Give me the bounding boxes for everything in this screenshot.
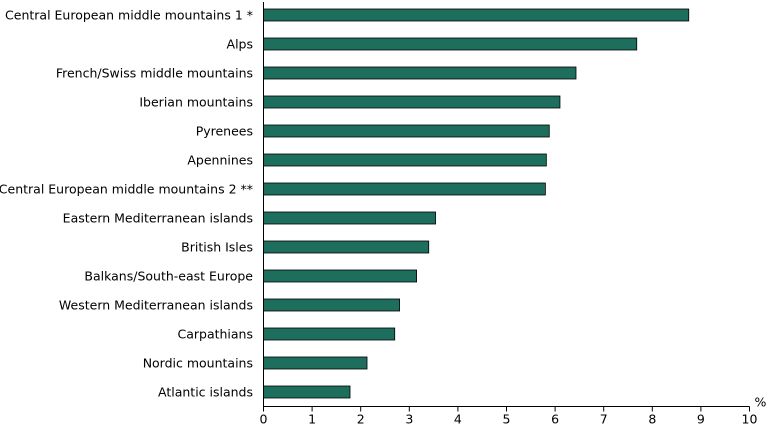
category-label: Carpathians [177, 327, 253, 342]
x-tick-label: 7 [600, 412, 608, 424]
bar [263, 298, 400, 312]
x-tick-label: 0 [260, 412, 268, 424]
category-label: Central European middle mountains 1 * [5, 8, 253, 23]
bar [263, 37, 638, 51]
x-tick-label: 5 [503, 412, 511, 424]
bar [263, 153, 547, 167]
x-tick-label: 1 [308, 412, 316, 424]
bar [263, 182, 546, 196]
category-label: British Isles [181, 240, 253, 255]
x-tick-label: 10 [742, 412, 758, 424]
category-label: Iberian mountains [139, 95, 253, 110]
category-label: Eastern Mediterranean islands [63, 211, 253, 226]
bar [263, 95, 561, 109]
x-tick-label: 2 [357, 412, 365, 424]
category-label: Nordic mountains [143, 356, 253, 371]
bar [263, 211, 436, 225]
category-label: Pyrenees [196, 124, 253, 139]
category-label: Alps [227, 37, 253, 52]
category-label: Central European middle mountains 2 ** [0, 182, 253, 197]
bar [263, 66, 577, 80]
x-tick-label: 3 [405, 412, 413, 424]
x-tick-label: 4 [454, 412, 462, 424]
bar [263, 124, 550, 138]
category-label: Western Mediterranean islands [59, 298, 253, 313]
bar [263, 8, 690, 22]
bar [263, 356, 368, 370]
bar [263, 327, 396, 341]
x-unit-label: % [755, 395, 767, 410]
x-tick-label: 9 [697, 412, 705, 424]
bar [263, 240, 430, 254]
category-label: Apennines [187, 153, 253, 168]
category-label: Balkans/South-east Europe [84, 269, 253, 284]
bar [263, 269, 417, 283]
x-tick-label: 6 [551, 412, 559, 424]
x-tick-label: 8 [648, 412, 656, 424]
category-label: Atlantic islands [158, 385, 253, 400]
bar [263, 385, 351, 399]
category-label: French/Swiss middle mountains [56, 66, 253, 81]
